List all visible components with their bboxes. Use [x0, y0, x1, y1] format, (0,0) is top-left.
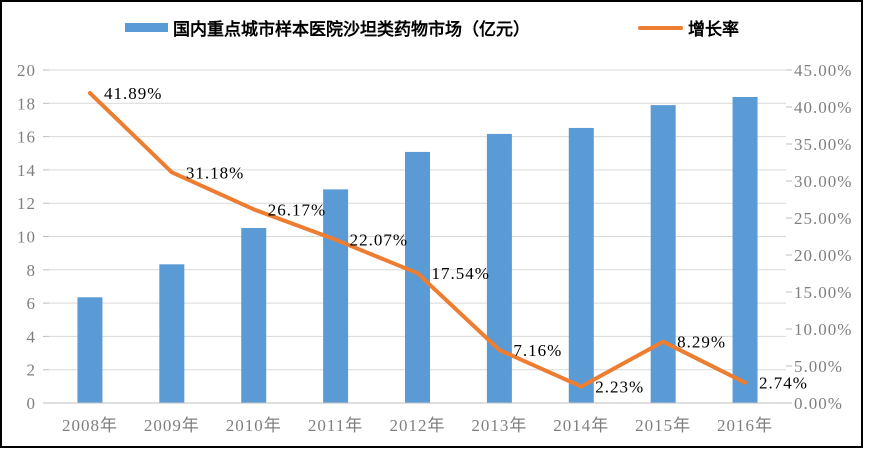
legend-item-bar-series: 国内重点城市样本医院沙坦类药物市场（亿元） — [125, 15, 530, 40]
bar-2010年 — [241, 228, 267, 403]
right-axis-tick-label: 40.00% — [794, 98, 852, 117]
left-axis-tick-label: 4 — [27, 327, 37, 346]
growth-rate-line — [87, 91, 748, 389]
bar-2013年 — [486, 133, 512, 403]
left-axis-tick-label: 0 — [27, 394, 37, 413]
bar-2011年 — [323, 189, 349, 403]
bar-2009年 — [159, 264, 185, 403]
left-axis-tick-label: 16 — [17, 128, 36, 147]
right-axis-tick-label: 30.00% — [794, 172, 852, 191]
growth-rate-data-label: 2.23% — [595, 377, 644, 396]
growth-rate-data-label: 17.54% — [432, 264, 490, 283]
growth-rate-data-label: 41.89% — [104, 84, 162, 103]
growth-rate-data-label: 7.16% — [513, 341, 562, 360]
bar-2012年 — [405, 151, 430, 403]
right-axis-tick-label: 0.00% — [794, 394, 843, 413]
growth-rate-data-label: 22.07% — [350, 231, 408, 250]
x-axis-label: 2008年 — [62, 416, 118, 435]
chart-frame — [0, 0, 863, 448]
bar-2008年 — [77, 297, 103, 403]
growth-rate-data-label: 31.18% — [186, 163, 244, 182]
right-axis-tick-label: 35.00% — [794, 135, 852, 154]
right-axis-tick-label: 20.00% — [794, 246, 852, 265]
left-axis-tick-label: 18 — [17, 94, 36, 113]
legend-item-line-series: 增长率 — [638, 15, 739, 40]
x-axis-label: 2012年 — [390, 416, 446, 435]
x-axis-label: 2010年 — [226, 416, 282, 435]
x-axis-label: 2014年 — [553, 416, 609, 435]
line-series-swatch — [638, 25, 683, 30]
growth-rate-data-label: 8.29% — [677, 333, 726, 352]
left-axis-tick-label: 14 — [17, 161, 36, 180]
left-axis-tick-label: 12 — [17, 194, 36, 213]
bar-series-swatch — [125, 23, 168, 32]
x-axis-label: 2013年 — [471, 416, 527, 435]
bar-2015年 — [650, 105, 676, 403]
line-series-legend-label: 增长率 — [688, 20, 739, 39]
x-axis-label: 2016年 — [717, 416, 773, 435]
x-axis-label: 2009年 — [144, 416, 200, 435]
right-axis-tick-label: 15.00% — [794, 283, 852, 302]
bar-2014年 — [568, 127, 594, 403]
bar-series-legend-label: 国内重点城市样本医院沙坦类药物市场（亿元） — [173, 20, 530, 39]
right-axis-tick-label: 5.00% — [794, 357, 843, 376]
x-axis-label: 2011年 — [308, 416, 363, 435]
growth-rate-data-label: 2.74% — [759, 374, 808, 393]
left-axis-tick-label: 20 — [17, 61, 36, 80]
right-axis-tick-label: 25.00% — [794, 209, 852, 228]
right-axis-tick-label: 45.00% — [794, 61, 852, 80]
bar-2016年 — [732, 96, 758, 404]
x-axis-label: 2015年 — [635, 416, 691, 435]
right-axis-tick-label: 10.00% — [794, 320, 852, 339]
left-axis-tick-label: 6 — [27, 294, 37, 313]
left-axis-tick-label: 10 — [17, 228, 36, 247]
growth-rate-data-label: 26.17% — [268, 200, 326, 219]
left-axis-tick-label: 2 — [27, 361, 37, 380]
left-axis-tick-label: 8 — [27, 261, 37, 280]
